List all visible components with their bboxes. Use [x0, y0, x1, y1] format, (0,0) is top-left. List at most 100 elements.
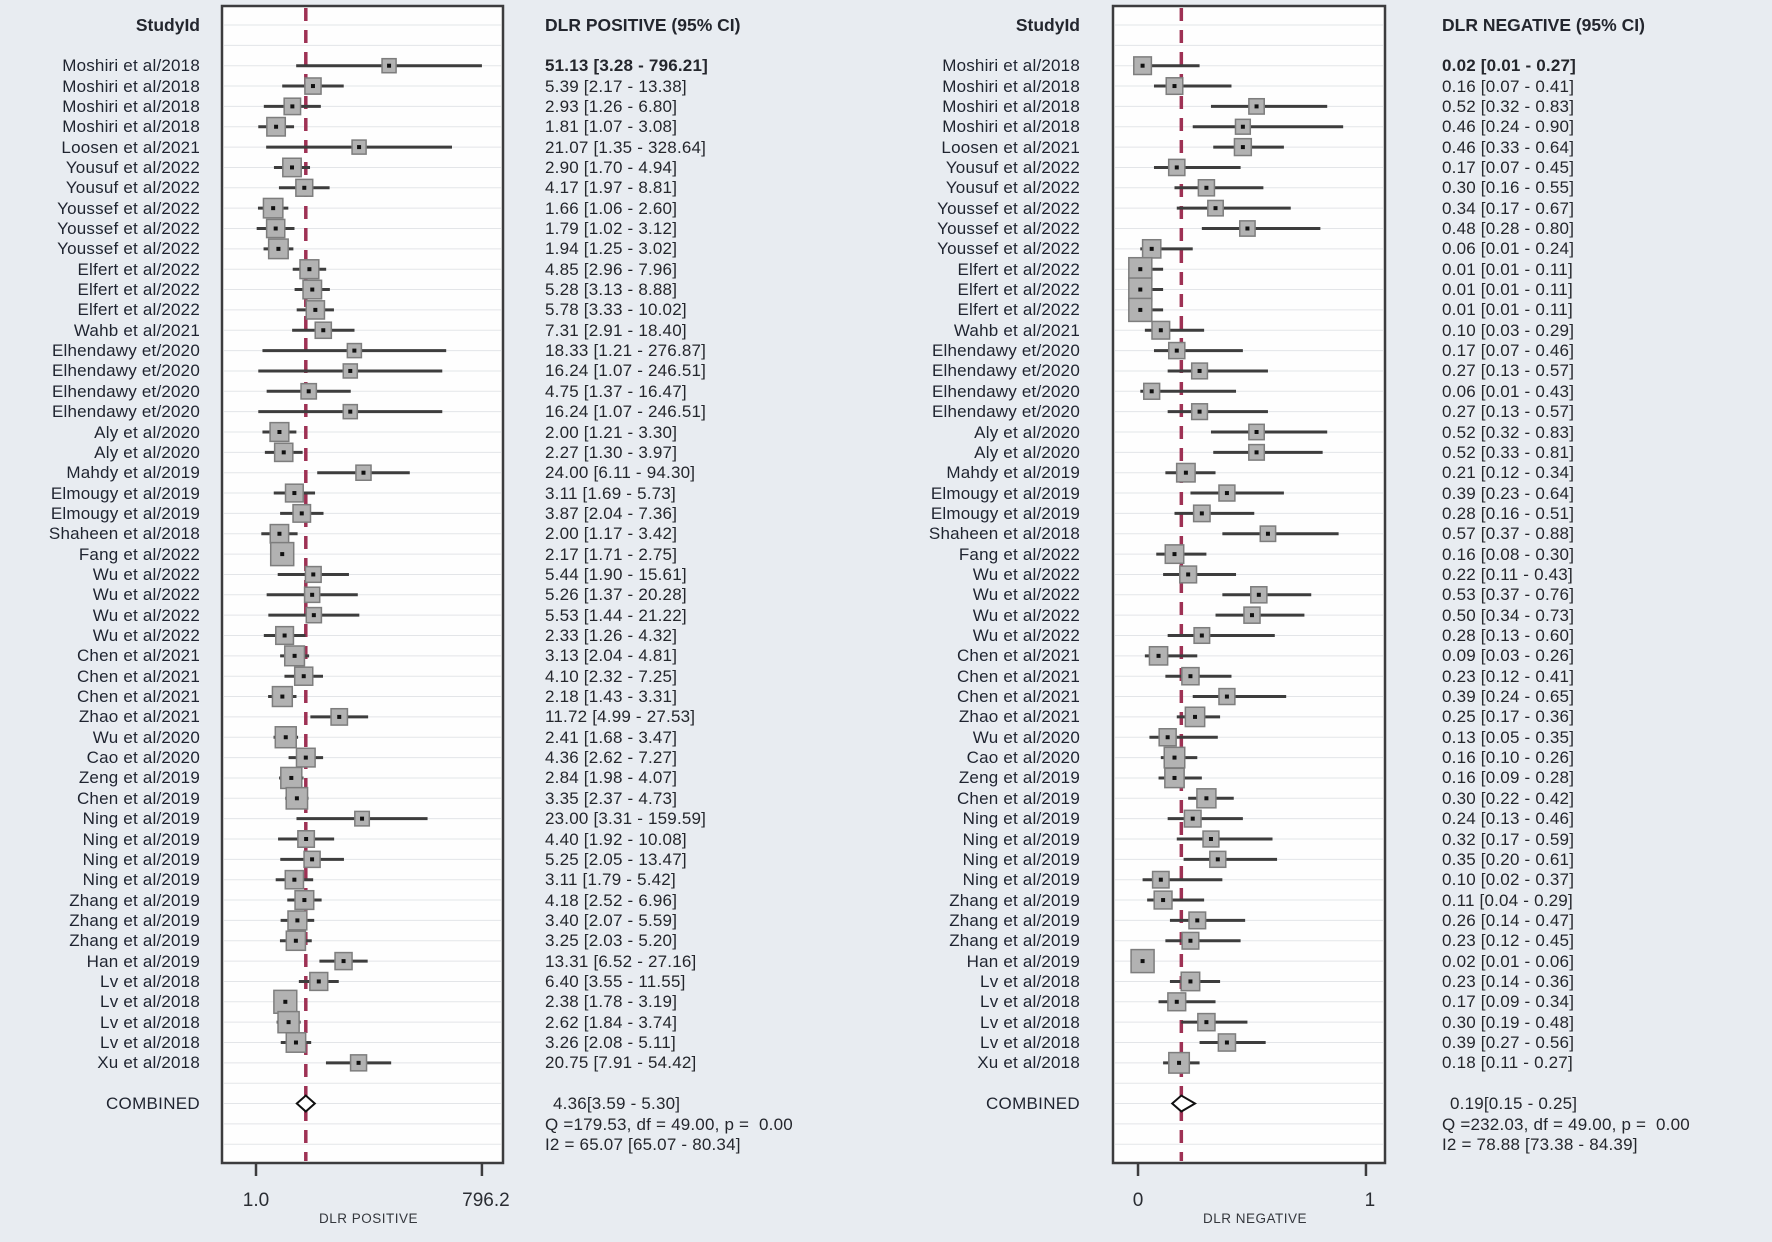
estimate-text: 0.22 [0.11 - 0.43] — [1442, 564, 1573, 584]
effect-marker-dot — [1186, 572, 1191, 577]
forest-row — [262, 421, 297, 443]
study-label: Lv et al/2018 — [100, 971, 200, 991]
study-label: Elfert et al/2022 — [957, 259, 1080, 279]
effect-marker-dot — [310, 857, 315, 862]
effect-marker-dot — [1165, 735, 1170, 740]
forest-row — [280, 645, 310, 667]
study-label: Elhendawy et/2020 — [51, 361, 200, 381]
study-label: Loosen et al/2021 — [941, 137, 1080, 157]
axis-tick-label: 0 — [1133, 1190, 1144, 1211]
combined-label-left: COMBINED — [105, 1094, 200, 1113]
forest-row — [1183, 850, 1278, 869]
forest-row — [1167, 362, 1268, 380]
effect-marker-dot — [1195, 918, 1200, 923]
estimate-text: 0.16 [0.07 - 0.41] — [1442, 76, 1575, 96]
study-label: Wu et al/2022 — [92, 626, 200, 645]
effect-marker-dot — [348, 409, 353, 414]
forest-plot-left-dlr-positive: 1.0 796.2 DLR POSITIVE — [220, 4, 510, 1226]
forest-row — [266, 139, 452, 155]
study-label: Wu et al/2020 — [972, 727, 1080, 747]
effect-marker-dot — [1190, 816, 1195, 821]
study-label: Wu et al/2022 — [972, 564, 1080, 584]
axis-title: DLR POSITIVE — [319, 1211, 418, 1226]
study-label: Mahdy et al/2019 — [66, 463, 200, 483]
forest-row — [278, 178, 330, 197]
forest-row — [280, 910, 315, 931]
estimate-text: 4.10 [2.32 - 7.25] — [545, 666, 678, 686]
estimate-text: 2.38 [1.78 - 3.19] — [545, 992, 678, 1012]
forest-row — [273, 989, 298, 1014]
estimate-text: 0.13 [0.05 - 0.35] — [1442, 727, 1575, 747]
estimate-text: 2.27 [1.30 - 3.97] — [545, 442, 678, 462]
effect-marker-dot — [292, 653, 297, 658]
effect-marker-dot — [1208, 837, 1213, 841]
effect-marker-dot — [361, 470, 366, 475]
forest-row — [317, 464, 410, 482]
estimate-text: 4.75 [1.37 - 16.47] — [545, 381, 687, 401]
study-label: Elhendawy et/2020 — [51, 341, 200, 361]
axis-tick-label: 1.0 — [243, 1190, 269, 1211]
forest-row — [280, 1032, 312, 1053]
effect-marker-dot — [1149, 246, 1154, 251]
effect-marker-dot — [283, 999, 288, 1004]
study-label: Moshiri et al/2018 — [942, 76, 1080, 96]
study-label: Zeng et al/2019 — [958, 768, 1080, 788]
forest-row — [280, 850, 344, 869]
estimate-text: 0.09 [0.03 - 0.26] — [1442, 646, 1575, 666]
study-label: Cao et al/2020 — [966, 748, 1080, 768]
forest-row — [273, 726, 299, 749]
effect-marker-dot — [303, 755, 308, 760]
estimate-text: 2.17 [1.71 - 2.75] — [545, 544, 678, 564]
forest-row — [292, 259, 327, 280]
study-label: Wu et al/2022 — [92, 585, 200, 605]
forest-row — [266, 382, 351, 400]
forest-row — [1130, 948, 1155, 974]
effect-marker-dot — [1199, 633, 1204, 638]
forest-row — [257, 197, 289, 219]
estimate-text: 0.25 [0.17 - 0.36] — [1442, 707, 1575, 727]
study-label: Fang et al/2022 — [958, 544, 1080, 564]
effect-marker-dot — [1140, 63, 1145, 68]
study-label: Moshiri et al/2018 — [62, 76, 200, 96]
forest-row — [273, 157, 311, 178]
heterogeneity-i2-right: I2 = 78.88 [73.38 - 84.39] — [1442, 1135, 1638, 1154]
estimate-text: 23.00 [3.31 - 159.59] — [545, 809, 707, 829]
estimate-text: 0.10 [0.03 - 0.29] — [1442, 320, 1575, 340]
effect-marker-dot — [1240, 145, 1245, 150]
forest-row — [1153, 341, 1243, 360]
forest-row — [258, 403, 443, 420]
forest-row — [1192, 118, 1344, 135]
study-label-column-left: StudyId Moshiri et al/2018 Moshiri et al/… — [0, 0, 200, 1242]
forest-row — [263, 97, 321, 116]
effect-marker-dot — [1158, 877, 1163, 882]
study-label: Lv et al/2018 — [100, 1012, 200, 1032]
plot-frame — [220, 4, 505, 1165]
forest-row — [310, 707, 369, 726]
forest-row — [1163, 1051, 1200, 1074]
estimate-text: 24.00 [6.11 - 94.30] — [545, 463, 696, 483]
effect-marker-dot — [1156, 653, 1161, 658]
plot-area — [1113, 6, 1385, 1163]
forest-row — [325, 1054, 392, 1072]
estimate-text: 0.48 [0.28 - 0.80] — [1442, 219, 1575, 238]
combined-estimate-right: 0.19[0.15 - 0.25] — [1450, 1094, 1578, 1113]
estimate-text: 4.85 [2.96 - 7.96] — [545, 259, 678, 279]
study-label: Elhendawy et/2020 — [51, 381, 200, 401]
effect-marker-dot — [1174, 999, 1179, 1004]
effect-marker-dot — [1140, 959, 1145, 964]
effect-marker-dot — [1172, 775, 1177, 780]
effect-marker-dot — [310, 287, 315, 292]
effect-marker-dot — [1183, 470, 1188, 475]
effect-marker-dot — [313, 307, 318, 312]
effect-marker-dot — [1161, 898, 1166, 903]
estimate-text: 0.16 [0.10 - 0.26] — [1442, 748, 1575, 768]
study-label: Zhang et al/2019 — [949, 890, 1080, 910]
estimate-text: 5.78 [3.33 - 10.02] — [545, 300, 687, 320]
study-label: Shaheen et al/2018 — [928, 524, 1080, 544]
effect-marker-dot — [293, 938, 298, 943]
estimate-text: 0.23 [0.12 - 0.45] — [1442, 931, 1575, 951]
effect-marker-dot — [1224, 694, 1229, 699]
estimate-text: 0.02 [0.01 - 0.27] — [1442, 56, 1577, 76]
forest-row — [1210, 423, 1328, 441]
study-label: Elhendawy et/2020 — [931, 402, 1080, 422]
